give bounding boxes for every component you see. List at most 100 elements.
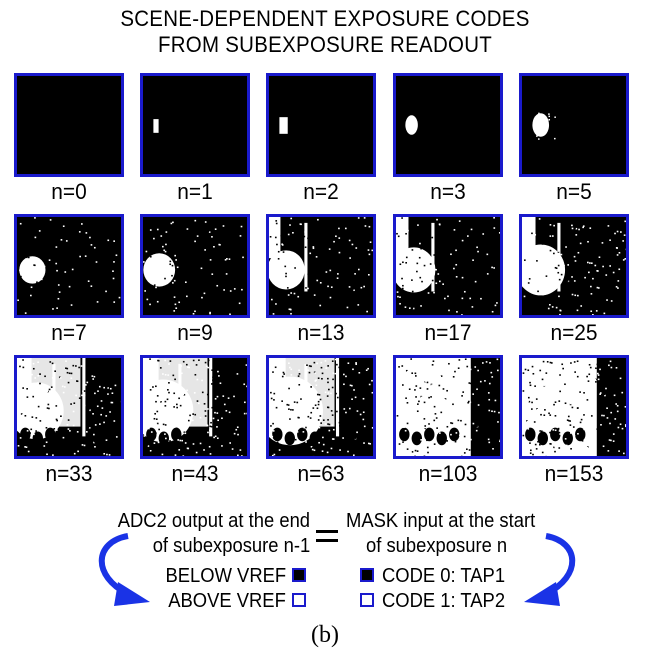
speckle: [100, 257, 103, 259]
speckle: [188, 366, 190, 369]
speckle: [46, 390, 49, 393]
speckle: [534, 385, 536, 387]
speckle: [25, 446, 28, 449]
speckle: [566, 245, 569, 247]
speckle: [536, 135, 538, 137]
speckle: [591, 420, 593, 422]
speckle: [620, 437, 622, 440]
speckle: [571, 227, 574, 230]
speckle: [191, 419, 194, 422]
speckle: [598, 407, 601, 410]
exposure-frame: [519, 73, 629, 177]
speckle: [367, 249, 370, 251]
speckle: [327, 311, 329, 313]
door-edge: [82, 358, 86, 437]
speckle: [149, 358, 151, 360]
speckle: [153, 284, 156, 286]
speckle: [336, 242, 339, 244]
speckle: [454, 440, 457, 443]
speckle: [22, 366, 25, 369]
exposure-code-image: [143, 358, 247, 456]
speckle: [489, 362, 491, 364]
speckle: [269, 233, 272, 236]
speckle: [410, 358, 413, 360]
speckle: [617, 426, 620, 429]
speckle: [448, 293, 451, 296]
speckle: [397, 295, 399, 298]
speckle: [596, 286, 599, 289]
speckle: [216, 284, 219, 287]
speckle: [531, 401, 533, 404]
speckle: [536, 387, 538, 390]
speckle: [616, 247, 618, 249]
speckle: [338, 251, 341, 254]
speckle: [105, 443, 108, 445]
speckle: [577, 393, 580, 395]
speckle: [160, 231, 162, 234]
speckle: [495, 396, 498, 399]
speckle: [299, 403, 302, 405]
silhouette: [20, 427, 31, 442]
speckle: [186, 366, 189, 368]
speckle: [590, 415, 593, 417]
speckle: [557, 395, 559, 397]
speckle: [557, 427, 560, 430]
speckle: [19, 375, 22, 377]
frame-label: n=103: [418, 461, 478, 486]
speckle: [535, 398, 538, 400]
speckle: [418, 390, 420, 392]
speckle: [155, 432, 157, 434]
speckle: [90, 285, 93, 287]
speckle: [579, 242, 582, 245]
speckle: [281, 451, 284, 454]
speckle: [96, 301, 99, 303]
speckle: [310, 269, 313, 272]
speckle: [355, 362, 357, 364]
speckle: [272, 430, 275, 432]
speckle: [440, 411, 443, 414]
speckle: [595, 310, 598, 312]
speckle: [68, 285, 71, 288]
speckle: [469, 284, 472, 286]
speckle: [304, 246, 307, 249]
speckle: [206, 365, 208, 368]
speckle: [597, 402, 600, 405]
speckle: [181, 439, 184, 442]
speckle: [467, 314, 469, 315]
speckle: [607, 225, 610, 227]
speckle: [308, 365, 311, 367]
speckle: [471, 382, 474, 385]
speckle: [159, 452, 161, 454]
speckle: [173, 402, 175, 405]
speckle: [621, 297, 624, 299]
speckle: [363, 425, 366, 428]
speckle: [612, 268, 615, 270]
speckle: [281, 400, 283, 402]
speckle: [242, 387, 244, 389]
speckle: [187, 419, 190, 422]
speckle: [396, 242, 399, 244]
speckle: [243, 401, 246, 404]
speckle: [229, 442, 232, 444]
speckle: [30, 286, 33, 289]
exposure-code-image: [17, 217, 121, 315]
frame-label: n=3: [430, 179, 466, 204]
speckle: [39, 382, 41, 385]
speckle: [600, 424, 602, 426]
speckle: [428, 401, 431, 404]
speckle: [104, 428, 106, 431]
speckle: [152, 248, 155, 250]
frame-label: n=5: [556, 179, 592, 204]
speckle: [424, 425, 427, 427]
speckle: [604, 236, 606, 238]
silhouette: [550, 427, 561, 442]
speckle: [563, 264, 565, 267]
speckle: [17, 445, 20, 447]
speckle: [593, 416, 596, 418]
speckle: [557, 267, 559, 270]
speckle: [343, 373, 345, 376]
speckle: [544, 388, 546, 391]
speckle: [365, 281, 368, 284]
speckle: [218, 279, 220, 281]
speckle: [26, 221, 29, 224]
